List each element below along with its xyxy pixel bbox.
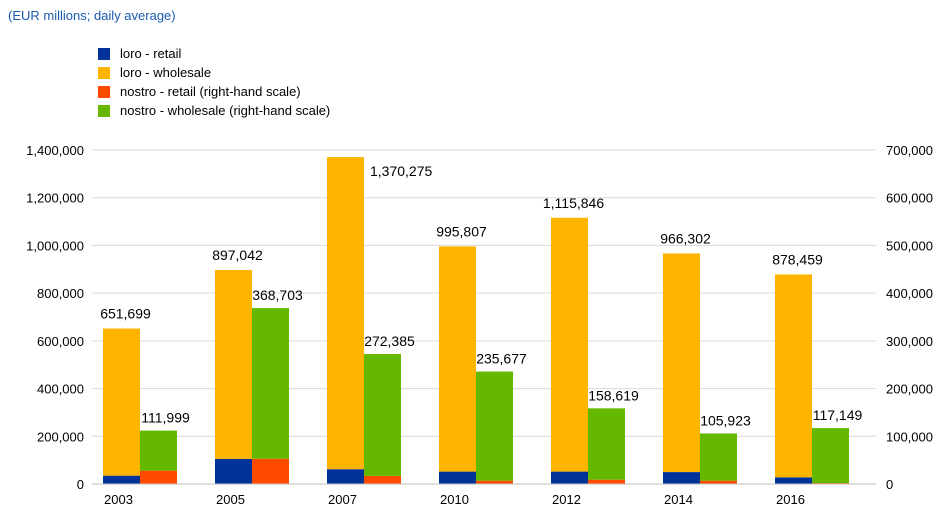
bar-loro-wholesale <box>215 269 252 459</box>
y-left-tick-label: 200,000 <box>37 429 84 444</box>
bar-nostro-retail <box>364 475 401 484</box>
x-tick-label: 2014 <box>664 492 693 507</box>
bar-loro-retail <box>327 469 364 484</box>
bar-nostro-wholesale <box>252 308 289 459</box>
y-right-tick-label: 200,000 <box>886 382 933 397</box>
y-left-tick-label: 1,000,000 <box>26 238 84 253</box>
legend-label: nostro - retail (right-hand scale) <box>120 84 301 99</box>
bar-loro-wholesale <box>439 246 476 472</box>
bar-nostro-retail <box>700 480 737 484</box>
data-label-nostro-total: 117,149 <box>813 407 863 423</box>
bar-nostro-retail <box>588 479 625 484</box>
bar-nostro-retail <box>476 480 513 484</box>
bar-nostro-wholesale <box>588 408 625 480</box>
bar-loro-retail <box>103 475 140 484</box>
data-label-loro-total: 966,302 <box>660 230 711 246</box>
bar-loro-wholesale <box>775 274 812 478</box>
bar-loro-retail <box>663 472 700 484</box>
data-label-loro-total: 897,042 <box>212 247 263 263</box>
bar-nostro-wholesale <box>812 428 849 484</box>
x-tick-label: 2007 <box>328 492 357 507</box>
y-left-tick-label: 0 <box>77 477 84 492</box>
bar-loro-wholesale <box>103 328 140 476</box>
data-label-nostro-total: 111,999 <box>141 410 190 426</box>
y-right-tick-label: 0 <box>886 477 893 492</box>
data-label-loro-total: 878,459 <box>772 251 823 267</box>
y-left-tick-label: 1,200,000 <box>26 191 84 206</box>
bar-loro-retail <box>775 477 812 484</box>
legend-label: loro - retail <box>120 46 182 61</box>
y-right-tick-label: 300,000 <box>886 334 933 349</box>
bar-loro-wholesale <box>327 157 364 470</box>
x-tick-label: 2016 <box>776 492 805 507</box>
bar-loro-retail <box>551 471 588 484</box>
legend: loro - retail loro - wholesale nostro - … <box>98 44 330 120</box>
data-label-loro-total: 651,699 <box>100 306 151 322</box>
legend-item-loro-retail: loro - retail <box>98 44 330 63</box>
bar-nostro-wholesale <box>364 354 401 476</box>
data-label-loro-total: 1,115,846 <box>543 195 604 211</box>
bar-nostro-wholesale <box>476 371 513 481</box>
legend-swatch-loro-retail <box>98 47 110 60</box>
legend-swatch-nostro-wholesale <box>98 104 110 117</box>
legend-item-nostro-retail: nostro - retail (right-hand scale) <box>98 82 330 101</box>
y-right-tick-label: 500,000 <box>886 238 933 253</box>
y-left-tick-label: 600,000 <box>37 334 84 349</box>
data-label-nostro-total: 105,923 <box>700 412 751 428</box>
y-left-tick-label: 1,400,000 <box>26 143 84 158</box>
y-left-tick-label: 800,000 <box>37 286 84 301</box>
data-label-loro-total: 1,370,275 <box>370 163 432 179</box>
data-label-loro-total: 995,807 <box>436 223 487 239</box>
bar-loro-wholesale <box>551 217 588 472</box>
y-right-tick-label: 100,000 <box>886 429 933 444</box>
bar-loro-retail <box>439 471 476 484</box>
x-tick-label: 2003 <box>104 492 133 507</box>
legend-item-loro-wholesale: loro - wholesale <box>98 63 330 82</box>
bar-loro-retail <box>215 458 252 484</box>
legend-swatch-nostro-retail <box>98 85 110 98</box>
y-right-tick-label: 600,000 <box>886 191 933 206</box>
bar-nostro-retail <box>140 470 177 484</box>
y-left-tick-label: 400,000 <box>37 382 84 397</box>
y-right-tick-label: 700,000 <box>886 143 933 158</box>
legend-label: loro - wholesale <box>120 65 212 80</box>
bar-nostro-wholesale <box>700 433 737 481</box>
bar-nostro-retail <box>252 458 289 484</box>
chart-subtitle: (EUR millions; daily average) <box>8 8 176 23</box>
data-label-nostro-total: 158,619 <box>588 387 639 403</box>
legend-item-nostro-wholesale: nostro - wholesale (right-hand scale) <box>98 101 330 120</box>
data-label-nostro-total: 368,703 <box>252 287 303 303</box>
legend-label: nostro - wholesale (right-hand scale) <box>120 103 331 118</box>
x-tick-label: 2010 <box>440 492 469 507</box>
legend-swatch-loro-wholesale <box>98 66 110 79</box>
data-label-nostro-total: 272,385 <box>364 333 415 349</box>
bar-loro-wholesale <box>663 253 700 473</box>
y-right-tick-label: 400,000 <box>886 286 933 301</box>
data-label-nostro-total: 235,677 <box>476 351 527 367</box>
x-tick-label: 2012 <box>552 492 581 507</box>
bar-nostro-wholesale <box>140 430 177 471</box>
x-tick-label: 2005 <box>216 492 245 507</box>
